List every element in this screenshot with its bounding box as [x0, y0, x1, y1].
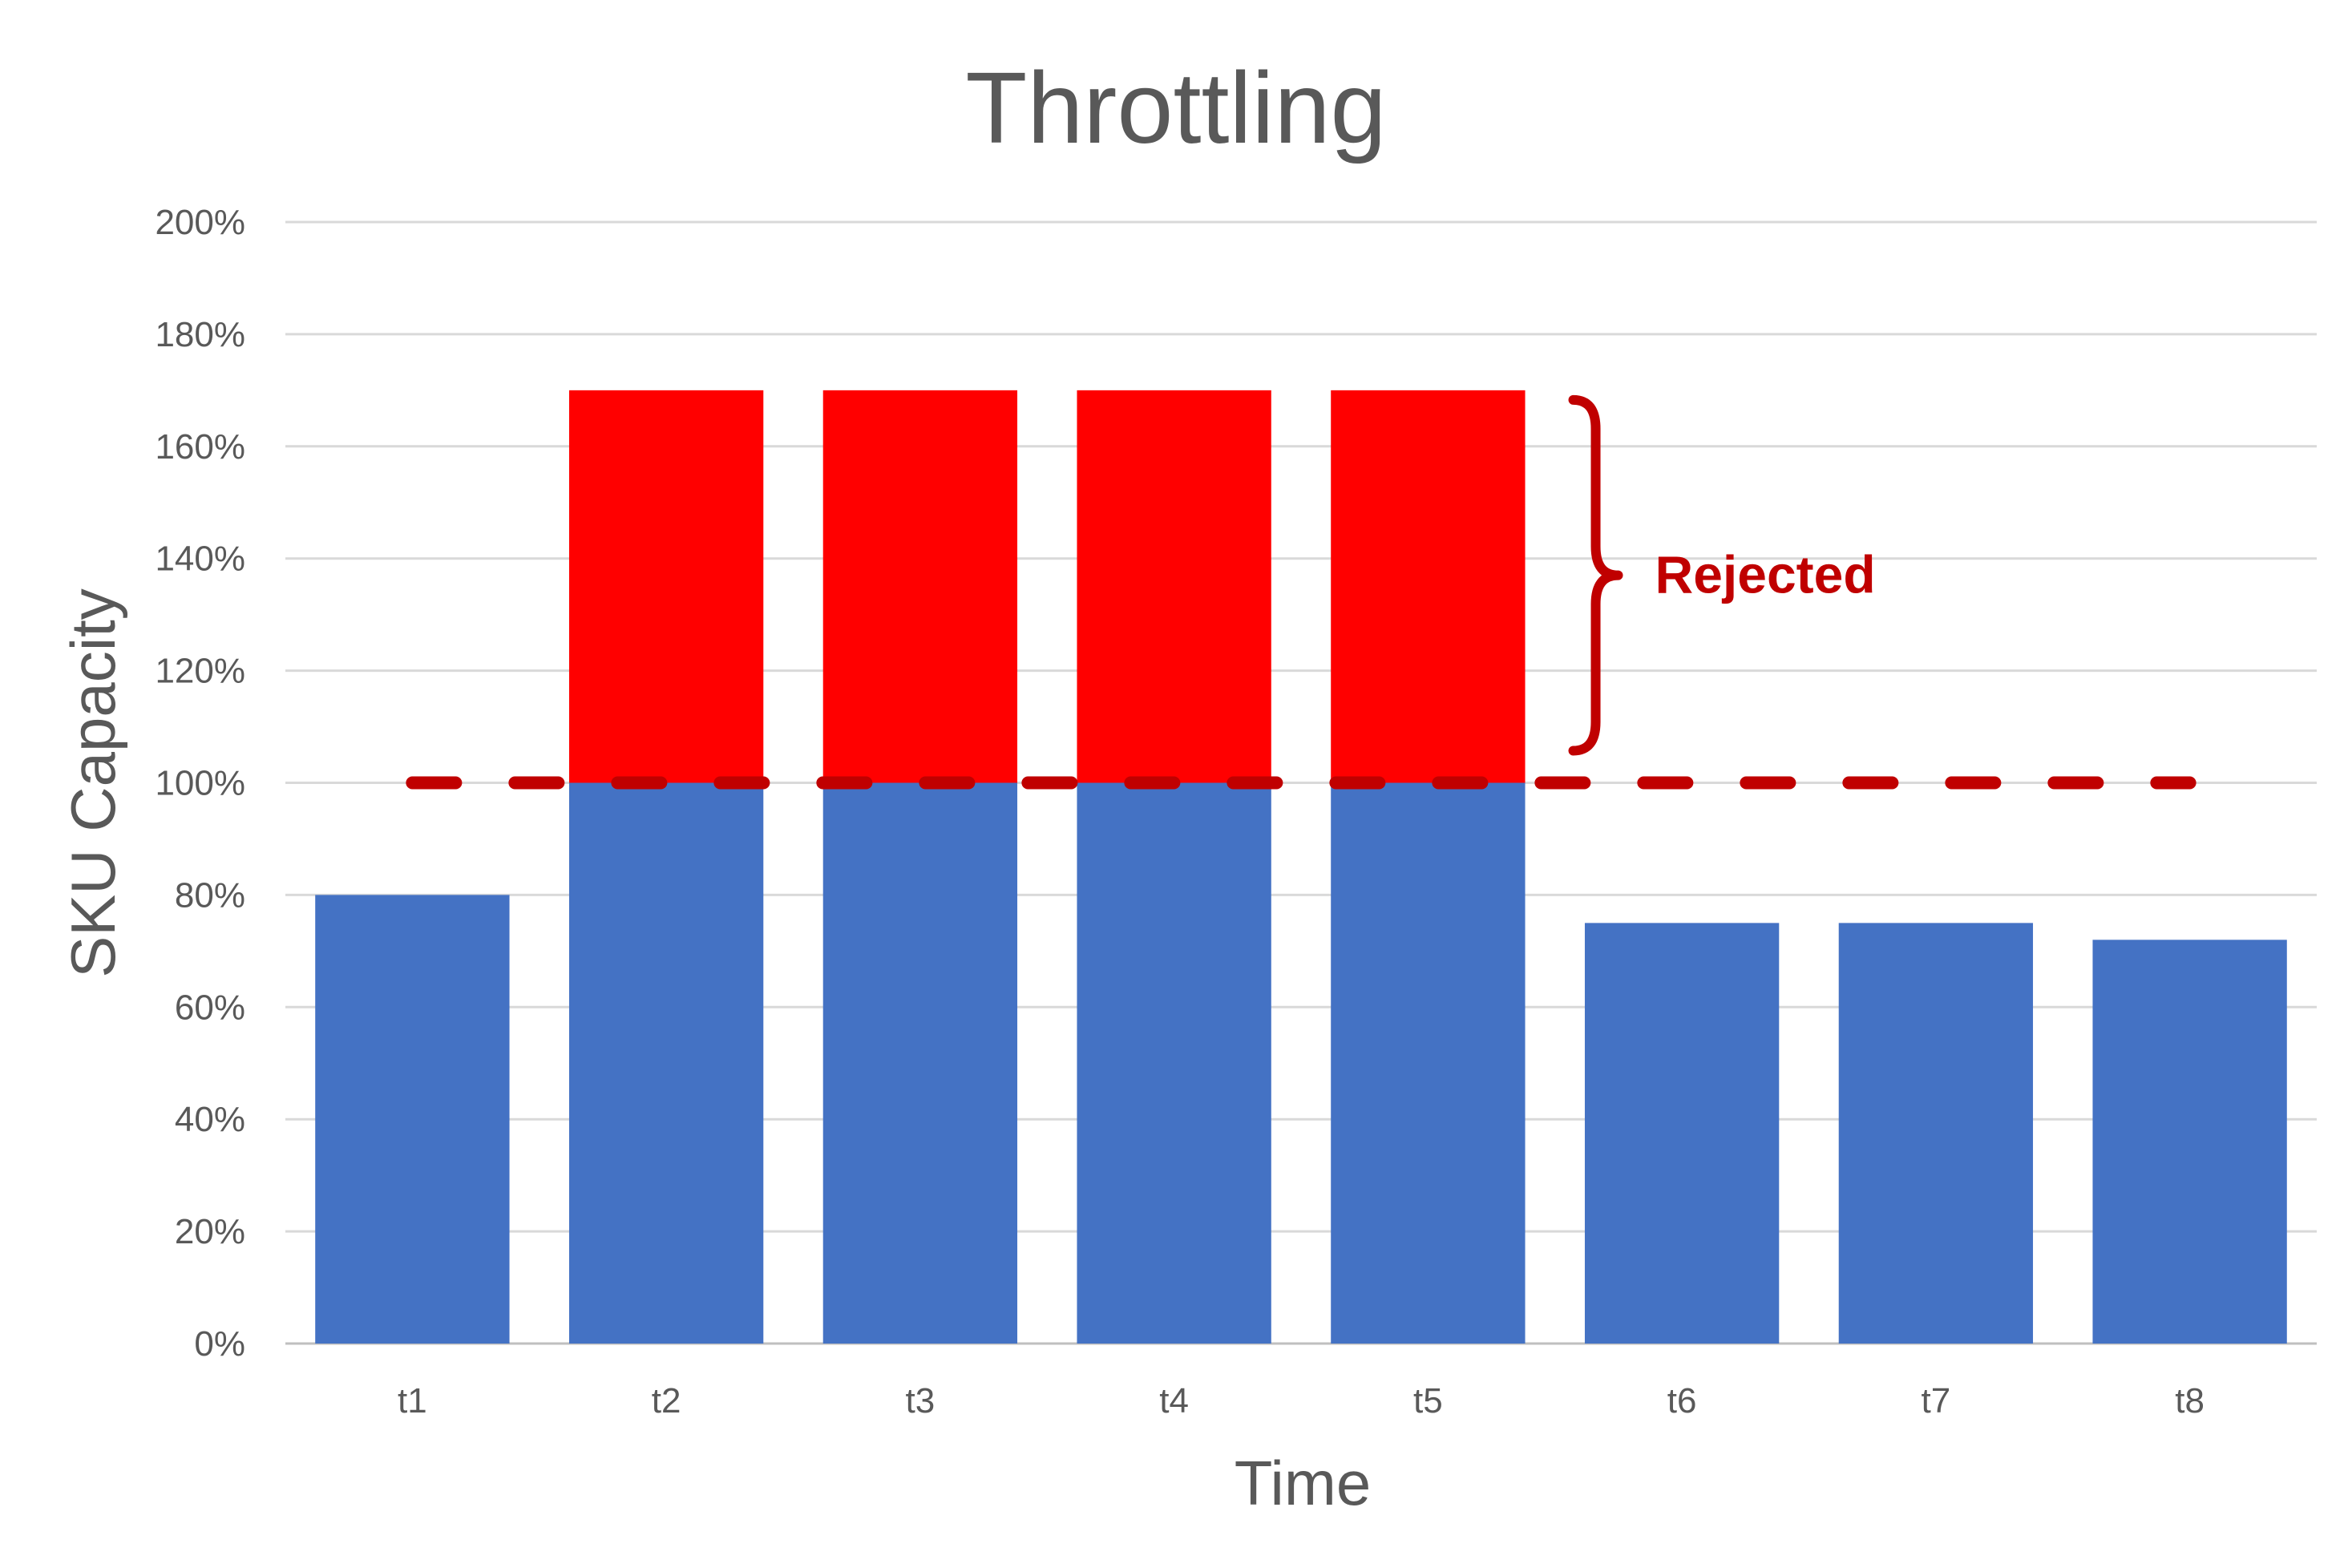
bar-t4-series1	[1077, 782, 1271, 1344]
x-tick-label-t3: t3	[906, 1381, 936, 1420]
bar-t6-series1	[1584, 923, 1780, 1344]
bar-t8-series1	[2092, 940, 2287, 1344]
x-tick-label-t1: t1	[398, 1381, 427, 1420]
rejected-annotation: Rejected	[1568, 394, 1876, 756]
y-tick-label: 200%	[155, 203, 245, 242]
y-axis-label: SKU Capacity	[58, 588, 128, 978]
bar-t5-series2	[1331, 390, 1526, 783]
bar-t3-series2	[822, 390, 1018, 783]
x-tick-label-t4: t4	[1159, 1381, 1189, 1420]
chart-title: Throttling	[965, 51, 1386, 164]
bar-t5-series1	[1331, 782, 1526, 1344]
curly-brace	[1568, 394, 1623, 756]
x-tick-label-t2: t2	[652, 1381, 681, 1420]
y-tick-label: 80%	[175, 875, 245, 915]
x-tick-label-t7: t7	[1922, 1381, 1951, 1420]
x-tick-label-t8: t8	[2175, 1381, 2204, 1420]
y-tick-label: 160%	[155, 427, 245, 467]
bar-t2-series1	[568, 782, 764, 1344]
bar-t4-series2	[1077, 390, 1271, 783]
rejected-label: Rejected	[1655, 545, 1876, 604]
y-tick-label: 120%	[155, 652, 245, 691]
y-tick-label: 140%	[155, 540, 245, 579]
bar-t1-series1	[315, 895, 510, 1344]
y-tick-label: 100%	[155, 764, 245, 803]
x-tick-label-t5: t5	[1413, 1381, 1443, 1420]
x-tick-label-t6: t6	[1667, 1381, 1697, 1420]
x-tick-labels: t1 t2 t3 t4 t5 t6 t7 t8	[398, 1381, 2204, 1420]
x-axis-label: Time	[1235, 1448, 1371, 1518]
bar-t7-series1	[1838, 923, 2034, 1344]
y-tick-labels: 0% 20% 40% 60% 80% 100% 120% 140% 160% 180% 200%	[155, 203, 245, 1364]
y-tick-label: 60%	[175, 988, 245, 1027]
y-tick-label: 20%	[175, 1212, 245, 1251]
bar-t2-series2	[568, 390, 764, 783]
y-tick-label: 180%	[155, 315, 245, 354]
bars	[315, 390, 2287, 1344]
y-tick-label: 40%	[175, 1100, 245, 1139]
y-tick-label: 0%	[194, 1324, 245, 1364]
bar-t3-series1	[822, 782, 1018, 1344]
